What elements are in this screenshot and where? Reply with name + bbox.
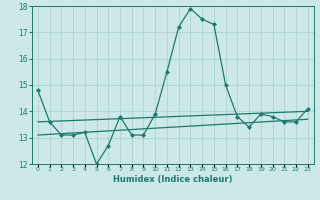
X-axis label: Humidex (Indice chaleur): Humidex (Indice chaleur) xyxy=(113,175,233,184)
